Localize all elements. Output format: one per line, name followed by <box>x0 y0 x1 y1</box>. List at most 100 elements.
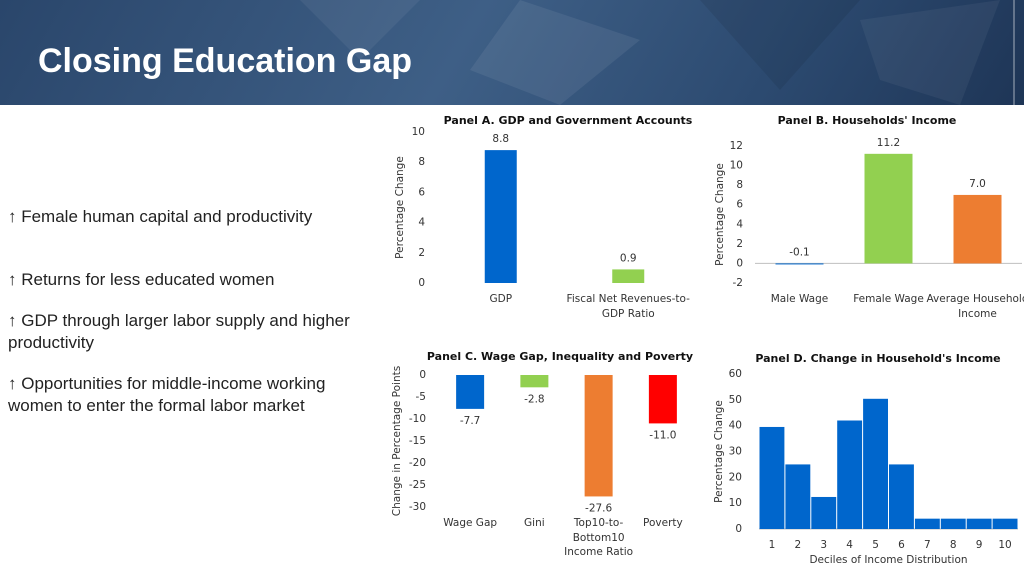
y-tick-label: 2 <box>736 238 743 250</box>
y-tick-label: 8 <box>418 156 425 168</box>
header-pattern <box>300 0 1015 105</box>
x-tick-label: 6 <box>898 539 905 551</box>
y-tick-label: 20 <box>729 471 742 483</box>
x-tick-label: Female Wage <box>853 293 924 305</box>
x-tick-label-box: Top10-to-Bottom10 Income Ratio <box>564 517 634 558</box>
value-label: 7.0 <box>969 178 986 190</box>
y-tick-label: -5 <box>416 391 426 403</box>
x-tick-label: Poverty <box>643 517 683 529</box>
y-tick-label: 50 <box>729 394 742 406</box>
y-tick-label: 8 <box>736 179 743 191</box>
x-tick-label: 4 <box>846 539 853 551</box>
bar <box>775 263 824 265</box>
y-tick-label: 0 <box>419 369 426 381</box>
y-tick-label: -30 <box>409 501 426 513</box>
x-axis-label: Deciles of Income Distribution <box>809 554 967 566</box>
y-tick-label: 0 <box>736 257 743 269</box>
slide-title: Closing Education Gap <box>38 42 413 80</box>
header-banner <box>0 0 1024 105</box>
bar <box>863 398 888 529</box>
bar <box>889 464 914 529</box>
bar <box>940 518 966 529</box>
x-tick-label: 5 <box>872 539 879 551</box>
x-tick-label: Gini <box>524 517 545 529</box>
x-tick-label-box: Male Wage <box>770 293 829 305</box>
chart-title: Panel D. Change in Household's Income <box>755 352 1000 365</box>
y-tick-label: 40 <box>729 420 742 432</box>
y-tick-label: -25 <box>409 479 426 491</box>
bar <box>648 375 677 424</box>
x-tick-label-box: Fiscal Net Revenues-to-GDP Ratio <box>567 293 690 320</box>
x-tick-label: Wage Gap <box>443 517 498 529</box>
bar <box>484 150 517 283</box>
x-tick-label: 7 <box>924 539 931 551</box>
y-tick-label: -20 <box>409 457 426 469</box>
bullet: ↑ GDP through larger labor supply and hi… <box>8 311 350 352</box>
x-tick-label: 1 <box>769 539 776 551</box>
chart-title: Panel B. Households' Income <box>778 114 957 127</box>
value-label: 0.9 <box>620 252 637 264</box>
value-label: -11.0 <box>649 429 676 441</box>
x-tick-label-box: Gini <box>524 517 545 529</box>
bar <box>966 518 992 529</box>
value-label: -0.1 <box>789 246 810 258</box>
bar <box>914 518 940 529</box>
y-axis-label: Percentage Change <box>713 400 725 503</box>
x-tick-label: Average Household Income <box>926 293 1024 320</box>
bullet: ↑ Opportunities for middle-income workin… <box>8 374 326 415</box>
value-label: -27.6 <box>585 502 612 514</box>
y-tick-label: -15 <box>409 435 426 447</box>
y-tick-label: 60 <box>729 368 742 380</box>
bar <box>584 375 613 497</box>
y-tick-label: 2 <box>418 247 425 259</box>
x-tick-label: 8 <box>950 539 957 551</box>
y-axis-label: Percentage Change <box>714 163 726 266</box>
y-tick-label: 30 <box>729 446 742 458</box>
x-tick-label: GDP <box>489 293 513 305</box>
value-label: 11.2 <box>877 137 900 149</box>
value-label: -2.8 <box>524 393 545 405</box>
bullet: ↑ Female human capital and productivity <box>8 207 313 226</box>
bullet: ↑ Returns for less educated women <box>8 270 275 289</box>
y-tick-label: 6 <box>736 199 743 211</box>
y-tick-label: -2 <box>733 277 743 289</box>
x-tick-label-box: GDP <box>489 293 513 305</box>
y-tick-label: 4 <box>418 217 425 229</box>
bar <box>953 194 1002 264</box>
y-tick-label: -10 <box>409 413 426 425</box>
x-tick-label-box: Average Household Income <box>926 293 1024 320</box>
bar <box>759 426 785 529</box>
x-tick-label: 9 <box>976 539 983 551</box>
y-tick-label: 10 <box>729 497 742 509</box>
bar <box>992 518 1018 529</box>
x-tick-label: 2 <box>795 539 802 551</box>
bar <box>456 375 485 409</box>
y-axis-label: Percentage Change <box>394 156 406 259</box>
x-tick-label: Top10-to-Bottom10 Income Ratio <box>564 517 634 558</box>
bar <box>864 153 913 264</box>
bar <box>520 375 549 388</box>
bar <box>837 420 863 529</box>
y-axis-label: Change in Percentage Points <box>391 366 403 516</box>
x-tick-label: 10 <box>998 539 1011 551</box>
value-label: 8.8 <box>492 133 509 145</box>
x-tick-label-box: Poverty <box>643 517 683 529</box>
y-tick-label: 0 <box>418 277 425 289</box>
x-tick-label: 3 <box>820 539 827 551</box>
bar <box>785 464 811 529</box>
x-tick-label: Male Wage <box>770 293 829 305</box>
x-tick-label-box: Female Wage <box>853 293 924 305</box>
chart-title: Panel C. Wage Gap, Inequality and Povert… <box>427 350 693 363</box>
x-tick-label-box: Wage Gap <box>443 517 498 529</box>
y-tick-label: 10 <box>412 126 425 138</box>
y-tick-label: 4 <box>736 218 743 230</box>
chart-title: Panel A. GDP and Government Accounts <box>444 114 693 127</box>
y-tick-label: 12 <box>730 140 743 152</box>
bar <box>811 496 837 529</box>
value-label: -7.7 <box>460 415 481 427</box>
y-tick-label: 6 <box>418 186 425 198</box>
bar <box>612 269 645 283</box>
y-tick-label: 10 <box>730 160 743 172</box>
